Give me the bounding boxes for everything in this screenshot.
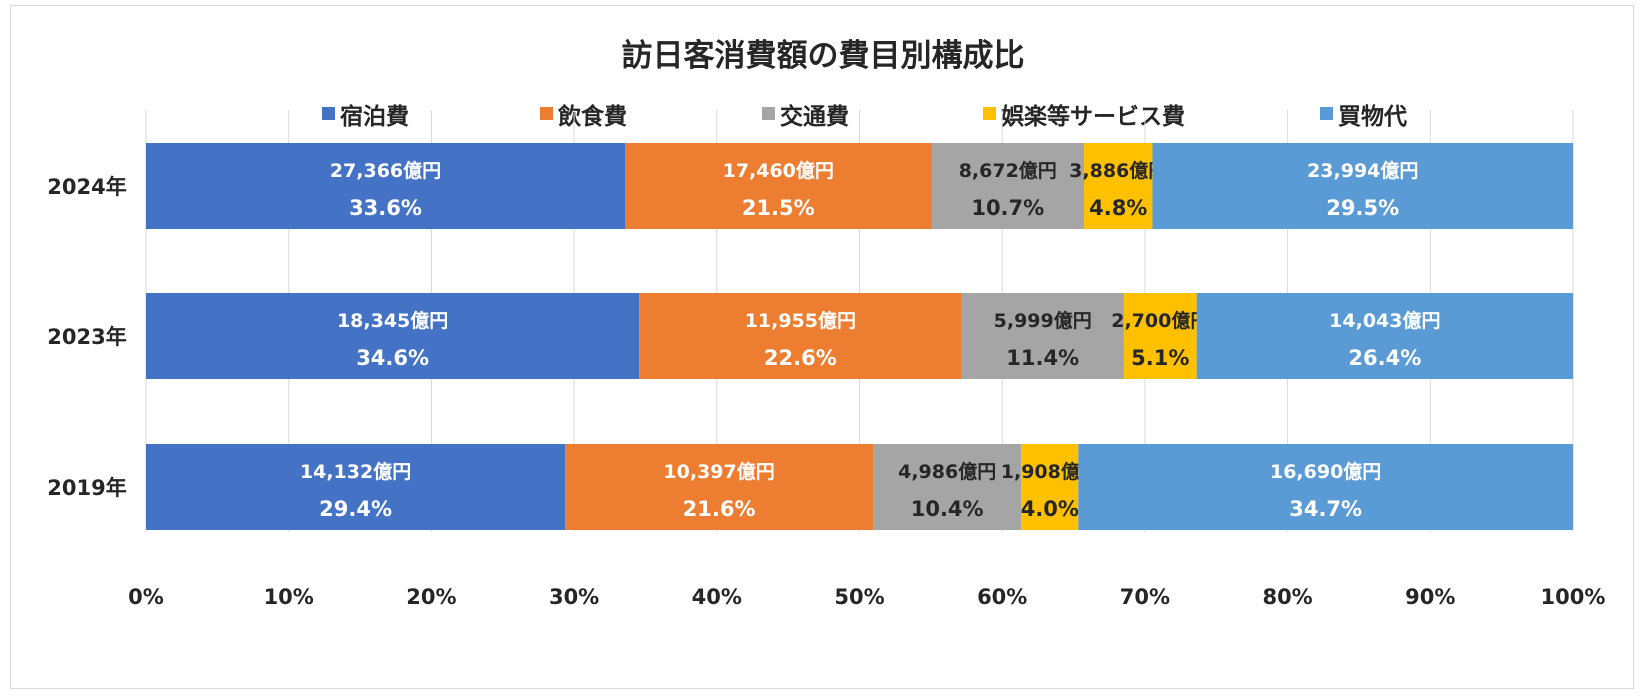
bar-percent-label: 29.4% (319, 497, 392, 521)
bar-segment (639, 293, 962, 379)
bar-segment (1078, 444, 1573, 530)
x-axis-ticks: 0% 10% 20% 30% 40% 50% 60% 70% 80% 90% 100% (128, 585, 1605, 609)
chart-title: 訪日客消費額の費目別構成比 (622, 38, 1025, 74)
bar-amount-label: 4,986億円 (898, 460, 996, 483)
bar-percent-label: 10.7% (971, 196, 1044, 220)
bar-amount-label: 3,886億円 (1069, 159, 1167, 182)
bar-segment (961, 293, 1124, 379)
bar-amount-label: 1,908億円 (1001, 460, 1099, 483)
x-tick-label: 0% (128, 585, 164, 609)
x-tick-label: 70% (1120, 585, 1170, 609)
bar-amount-label: 11,955億円 (745, 309, 856, 332)
legend: 宿泊費 飲食費 交通費 娯楽等サービス費 買物代 (322, 103, 1407, 130)
legend-label: 娯楽等サービス費 (1001, 103, 1185, 130)
bar-amount-label: 10,397億円 (663, 460, 774, 483)
legend-label: 買物代 (1338, 103, 1407, 130)
bar-amount-label: 14,132億円 (300, 460, 411, 483)
bar-percent-label: 21.6% (683, 497, 756, 521)
bar-percent-label: 5.1% (1131, 346, 1189, 370)
legend-swatch (540, 107, 553, 120)
legend-label: 交通費 (780, 103, 849, 130)
bar-percent-label: 33.6% (349, 196, 422, 220)
legend-swatch (983, 107, 996, 120)
bar-percent-label: 21.5% (742, 196, 815, 220)
y-axis-labels: 2024年 2023年 2019年 (47, 175, 126, 500)
bar-amount-label: 14,043億円 (1329, 309, 1440, 332)
bar-segment (1021, 444, 1079, 530)
x-tick-label: 40% (692, 585, 742, 609)
bar-segment (565, 444, 874, 530)
bar-amount-label: 18,345億円 (337, 309, 448, 332)
bar-segment (1084, 143, 1153, 229)
bar-segment (146, 293, 640, 379)
bar-percent-label: 26.4% (1348, 346, 1421, 370)
legend-label: 飲食費 (557, 103, 627, 130)
y-category-label: 2024年 (47, 175, 126, 199)
bar-percent-label: 34.6% (356, 346, 429, 370)
bar-percent-label: 11.4% (1006, 346, 1079, 370)
bar-percent-label: 10.4% (911, 497, 984, 521)
legend-label: 宿泊費 (340, 103, 409, 130)
bar-segment (1152, 143, 1573, 229)
bar-segment (146, 143, 625, 229)
bar-segment (624, 143, 932, 229)
bar-amount-label: 8,672億円 (959, 159, 1057, 182)
bar-segment (931, 143, 1085, 229)
bar-percent-label: 4.0% (1021, 497, 1079, 521)
bars: 27,366億円 33.6% 17,460億円 21.5% 8,672億円 10.7% 3,… (146, 143, 1573, 530)
x-tick-label: 20% (406, 585, 456, 609)
bar-amount-label: 23,994億円 (1307, 159, 1418, 182)
x-tick-label: 90% (1405, 585, 1455, 609)
y-category-label: 2023年 (47, 325, 126, 349)
legend-swatch (322, 107, 335, 120)
bar-percent-label: 22.6% (764, 346, 837, 370)
bar-amount-label: 2,700億円 (1111, 309, 1209, 332)
x-tick-label: 100% (1541, 585, 1606, 609)
bar-segment (146, 444, 566, 530)
y-category-label: 2019年 (47, 476, 126, 500)
bar-amount-label: 16,690億円 (1270, 460, 1381, 483)
bar-segment (873, 444, 1022, 530)
bar-percent-label: 34.7% (1289, 497, 1362, 521)
bar-amount-label: 17,460億円 (723, 159, 834, 182)
bar-segment (1123, 293, 1197, 379)
x-tick-label: 10% (264, 585, 314, 609)
bar-amount-label: 5,999億円 (994, 309, 1092, 332)
legend-swatch (1320, 107, 1333, 120)
bar-percent-label: 4.8% (1089, 196, 1147, 220)
x-tick-label: 50% (834, 585, 884, 609)
x-tick-label: 80% (1262, 585, 1312, 609)
bar-segment (1196, 293, 1573, 379)
x-tick-label: 60% (977, 585, 1027, 609)
legend-swatch (762, 107, 775, 120)
x-tick-label: 30% (549, 585, 599, 609)
bar-percent-label: 29.5% (1326, 196, 1399, 220)
bar-amount-label: 27,366億円 (330, 159, 441, 182)
